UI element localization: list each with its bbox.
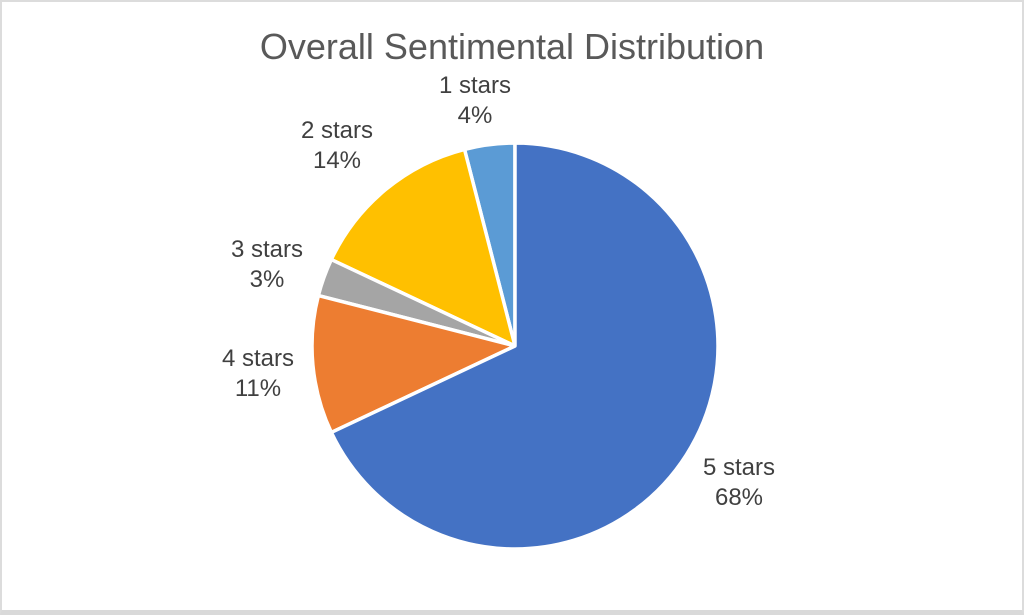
slice-label-category: 5 stars: [702, 454, 776, 481]
chart-title: Overall Sentimental Distribution: [259, 26, 765, 67]
slice-label-5-stars: 5 stars 68%: [659, 453, 819, 513]
slice-label-percent: 68%: [714, 484, 764, 511]
slice-label-category: 2 stars: [300, 117, 374, 144]
slice-label-percent: 3%: [249, 266, 285, 293]
slice-label-category: 3 stars: [230, 236, 304, 263]
slice-label-2-stars: 2 stars 14%: [257, 116, 417, 176]
slice-label-percent: 14%: [312, 147, 362, 174]
slice-label-percent: 11%: [234, 375, 282, 402]
slice-label-1-stars: 1 stars 4%: [395, 71, 555, 131]
pie-slice-5-stars: [329, 141, 720, 551]
slice-label-category: 1 stars: [438, 72, 512, 99]
slice-label-4-stars: 4 stars 11%: [178, 344, 338, 404]
slice-label-3-stars: 3 stars 3%: [187, 235, 347, 295]
pie-slice-2-stars: [329, 147, 517, 348]
slice-label-percent: 4%: [457, 102, 493, 129]
pie-slice-4-stars: [310, 293, 517, 435]
slice-label-category: 4 stars: [221, 345, 295, 372]
